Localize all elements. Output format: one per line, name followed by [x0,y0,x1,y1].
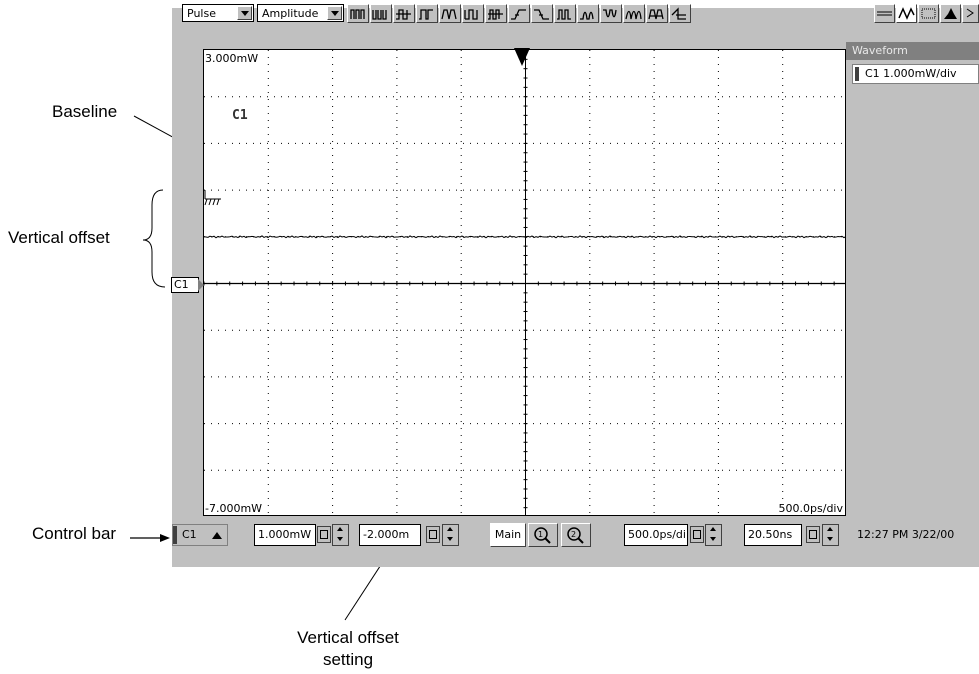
control-bar-annotation: Control bar [32,524,117,543]
keypad-icon[interactable] [426,526,440,543]
chevron-up-icon[interactable] [211,530,223,540]
channel-color-swatch [855,67,859,81]
pulse-low-icon[interactable] [370,4,392,23]
more-icon[interactable] [962,4,979,23]
pulse-duty-icon[interactable] [485,4,507,23]
horizontal-lines-icon[interactable] [874,4,895,23]
histogram-icon[interactable] [940,4,961,23]
pos-width-icon[interactable] [577,4,599,23]
horizontal-scale-spinner[interactable] [705,524,722,546]
zoom-1-icon: 1 [534,527,551,544]
measurement-select-value: Amplitude [262,6,319,20]
keypad-icon[interactable] [806,526,820,543]
vertical-offset-annotation: Vertical offset [8,228,110,247]
vertical-scale-field[interactable]: 1.000mW [254,524,316,546]
main-timebase-label: Main [494,528,522,541]
channel-select-label: C1 [182,528,197,541]
channel-label: C1 [232,108,248,123]
horizontal-position-field[interactable]: 20.50ns [744,524,802,546]
channel-select[interactable]: C1 [172,524,228,546]
waveform-plot [204,50,845,515]
channel-ref-label: C1 [174,278,189,291]
histogram-grid-icon[interactable] [918,4,939,23]
vertical-scale-spinner[interactable] [332,524,349,546]
chevron-down-icon[interactable] [237,6,252,20]
waveform-list-item[interactable]: C1 1.000mW/div [852,64,979,84]
channel-color-swatch [173,526,177,544]
channel-ref-marker[interactable]: C1 [171,277,199,293]
pulse-midpoint-icon[interactable] [393,4,415,23]
burst-width-icon[interactable] [623,4,645,23]
horizontal-position-value: 20.50ns [748,528,793,541]
fall-time-icon[interactable] [531,4,553,23]
waveform-icon[interactable] [896,4,917,23]
baseline-annotation: Baseline [52,102,118,121]
svg-text:2: 2 [571,530,576,539]
horizontal-position-spinner[interactable] [822,524,839,546]
cycle-area-icon[interactable] [646,4,668,23]
pulse-cross-icon[interactable] [416,4,438,23]
vertical-offset-field[interactable]: -2.000m [359,524,421,546]
vertical-offset-spinner[interactable] [442,524,459,546]
measurement-select[interactable]: Amplitude [257,4,344,22]
channel-ref-arrow-icon [198,279,204,291]
vertical-offset-setting-line1: Vertical offset [297,628,399,647]
keypad-icon[interactable] [690,526,704,543]
zoom1-button[interactable]: 1 [528,523,558,547]
pulse-width-icon[interactable] [554,4,576,23]
chevron-down-icon[interactable] [327,6,342,20]
source-select[interactable]: Pulse [182,4,254,22]
pulse-period-icon[interactable] [439,4,461,23]
vertical-offset-setting-line2: setting [322,650,374,669]
keypad-icon[interactable] [317,526,331,543]
waveform-display[interactable]: 3.000mW -7.000mW 500.0ps/div C1 [203,49,846,516]
rise-time-icon[interactable] [508,4,530,23]
zoom2-button[interactable]: 2 [561,523,591,547]
neg-width-icon[interactable] [600,4,622,23]
main-timebase-button[interactable]: Main [490,523,526,547]
vertical-scale-value: 1.000mW [258,528,312,541]
phase-icon[interactable] [669,4,691,23]
timebase-label: 500.0ps/div [778,502,843,515]
waveform-item-label: C1 1.000mW/div [865,67,957,80]
waveform-trace [204,235,845,239]
bottom-scale-label: -7.000mW [205,502,263,515]
pulse-freq-icon[interactable] [462,4,484,23]
pulse-high-icon[interactable] [347,4,369,23]
vertical-offset-setting-annotation: Vertical offset setting [283,627,413,671]
waveform-panel: Waveform C1 1.000mW/div [846,42,979,517]
waveform-panel-header: Waveform [846,42,979,60]
horizontal-scale-value: 500.0ps/di [628,528,686,541]
svg-text:1: 1 [538,530,543,539]
top-scale-label: 3.000mW [205,52,259,65]
trigger-position-icon[interactable] [512,48,532,68]
source-select-value: Pulse [187,6,216,20]
vertical-offset-value: -2.000m [363,528,410,541]
horizontal-scale-field[interactable]: 500.0ps/di [624,524,688,546]
zoom-2-icon: 2 [567,527,584,544]
datetime-display: 12:27 PM 3/22/00 [857,528,955,541]
ground-icon [204,190,221,206]
